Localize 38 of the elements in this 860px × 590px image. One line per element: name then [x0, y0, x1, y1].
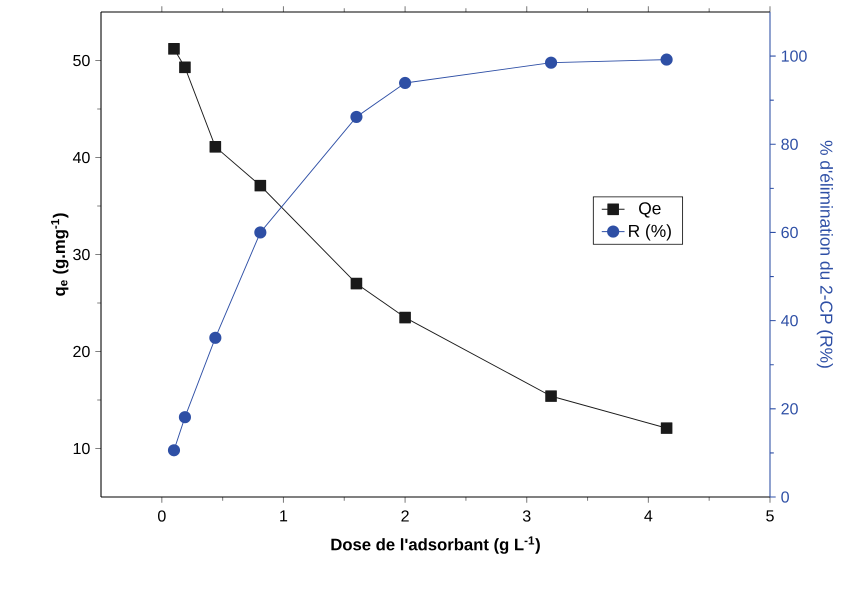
point — [545, 390, 557, 402]
y-tick-label: 40 — [72, 152, 90, 164]
y-tick-label: 50 — [73, 54, 90, 66]
x-tick-label: 0 — [158, 510, 166, 522]
x-tick-label: 2 — [401, 510, 409, 522]
y2-tick-label: 20 — [781, 403, 798, 414]
y2-tick-label: 100 — [782, 50, 807, 62]
x-tick-label: 5 — [766, 510, 774, 522]
x-tick-label: 3 — [522, 510, 530, 522]
point — [399, 312, 411, 324]
point — [350, 110, 363, 124]
y-tick-label: 20 — [73, 346, 90, 358]
x-axis-title: Dose de l'adsorbant (g L$^{-1}$) — [331, 536, 540, 554]
y-tick-label: 10 — [74, 442, 90, 454]
x-tick-label: 1 — [280, 510, 288, 522]
point — [254, 180, 266, 192]
point — [209, 332, 222, 344]
y-tick-label: 30 — [73, 248, 90, 260]
point — [660, 54, 673, 66]
y2-tick-label: 40 — [781, 314, 798, 326]
point — [179, 61, 191, 74]
point — [399, 76, 412, 90]
y2-tick-label: 80 — [781, 138, 798, 150]
y2-tick-label: 60 — [781, 226, 798, 238]
point — [168, 444, 180, 456]
point — [178, 411, 191, 424]
y2-tick-label: 0 — [781, 491, 789, 503]
y-axis-title: q$_{e}$ (g.mg$^{-1}$) — [51, 213, 68, 296]
point — [544, 56, 558, 69]
legend-label: R (%) — [629, 224, 671, 240]
point — [168, 43, 180, 55]
point — [350, 278, 362, 290]
point — [660, 422, 672, 434]
legend-label: Qe — [639, 202, 661, 218]
x-tick-label: 4 — [644, 510, 652, 522]
y2-axis-title: % d'élimination du 2-CP (R%) — [816, 140, 834, 368]
point — [210, 141, 222, 153]
point — [254, 226, 266, 239]
